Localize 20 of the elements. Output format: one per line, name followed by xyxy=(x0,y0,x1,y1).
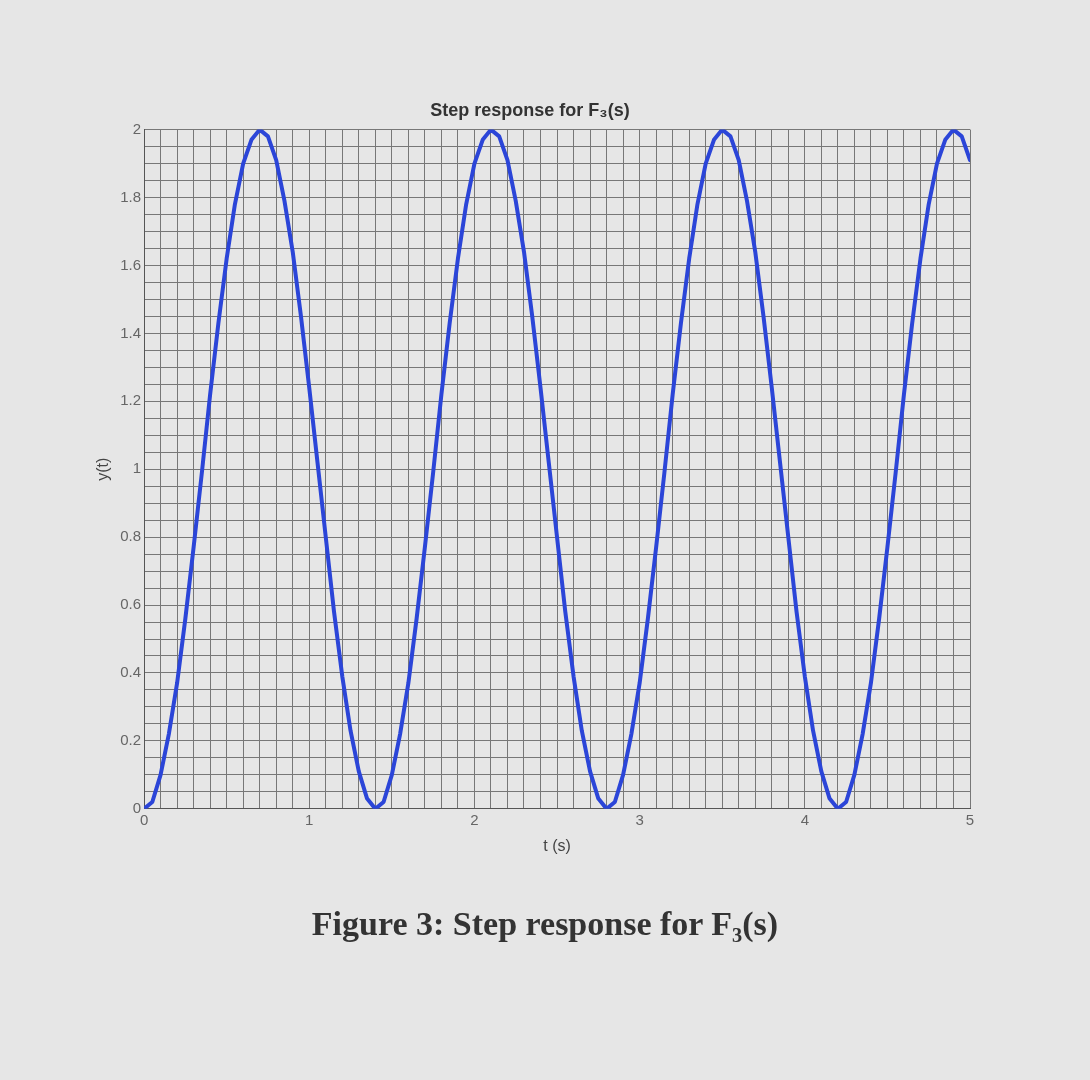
x-tick-label: 4 xyxy=(800,810,809,828)
y-tick-label: 1.2 xyxy=(120,391,142,409)
y-tick-label: 0.6 xyxy=(120,595,142,613)
y-axis-title: y(t) xyxy=(94,457,112,481)
x-tick-label: 2 xyxy=(470,810,479,828)
y-tick-label: 1.6 xyxy=(120,255,142,273)
y-tick-label: 0.4 xyxy=(120,663,142,681)
x-tick-label: 5 xyxy=(965,810,975,828)
y-tick-label: 1 xyxy=(132,459,142,477)
y-tick-label: 0.8 xyxy=(120,527,142,545)
chart-title: Step response for F₃(s) xyxy=(430,99,630,120)
y-tick-label: 0 xyxy=(132,798,142,816)
y-tick-label: 1.8 xyxy=(120,187,142,205)
x-axis-title: t (s) xyxy=(543,836,571,854)
y-tick-label: 0.2 xyxy=(120,731,142,749)
x-tick-label: 1 xyxy=(305,810,314,828)
y-tick-label: 2 xyxy=(132,119,142,137)
y-tick-label: 1.4 xyxy=(120,323,142,341)
x-tick-label: 3 xyxy=(635,810,644,828)
caption: Figure 3: Step response for F₃(s) xyxy=(310,905,780,943)
